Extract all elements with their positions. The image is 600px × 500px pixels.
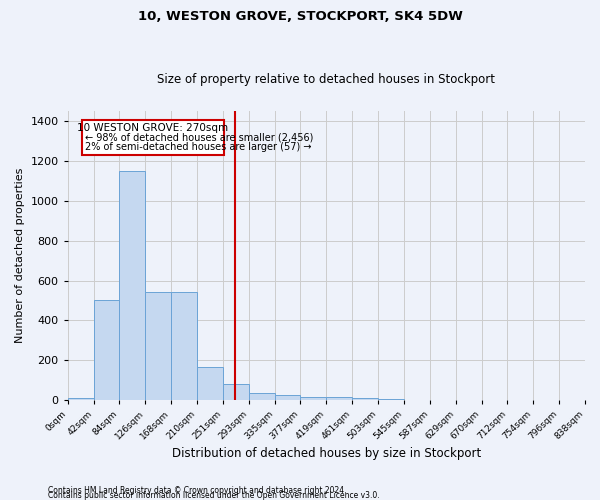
Bar xyxy=(249,394,275,400)
Text: ← 98% of detached houses are smaller (2,456): ← 98% of detached houses are smaller (2,… xyxy=(85,132,313,142)
Bar xyxy=(301,398,326,400)
Bar xyxy=(171,292,197,401)
Y-axis label: Number of detached properties: Number of detached properties xyxy=(15,168,25,343)
X-axis label: Distribution of detached houses by size in Stockport: Distribution of detached houses by size … xyxy=(172,447,481,460)
Text: Contains HM Land Registry data © Crown copyright and database right 2024.: Contains HM Land Registry data © Crown c… xyxy=(48,486,347,495)
Title: Size of property relative to detached houses in Stockport: Size of property relative to detached ho… xyxy=(157,73,496,86)
Text: Contains public sector information licensed under the Open Government Licence v3: Contains public sector information licen… xyxy=(48,491,380,500)
Bar xyxy=(326,398,352,400)
Bar xyxy=(119,170,145,400)
Bar xyxy=(94,300,119,400)
Bar xyxy=(145,292,171,401)
Text: 10 WESTON GROVE: 270sqm: 10 WESTON GROVE: 270sqm xyxy=(77,123,229,133)
Bar xyxy=(352,398,378,400)
Text: 2% of semi-detached houses are larger (57) →: 2% of semi-detached houses are larger (5… xyxy=(85,142,311,152)
Bar xyxy=(223,384,249,400)
Bar xyxy=(68,398,94,400)
Bar xyxy=(197,368,223,400)
Text: 10, WESTON GROVE, STOCKPORT, SK4 5DW: 10, WESTON GROVE, STOCKPORT, SK4 5DW xyxy=(137,10,463,23)
FancyBboxPatch shape xyxy=(82,120,224,154)
Bar xyxy=(275,396,301,400)
